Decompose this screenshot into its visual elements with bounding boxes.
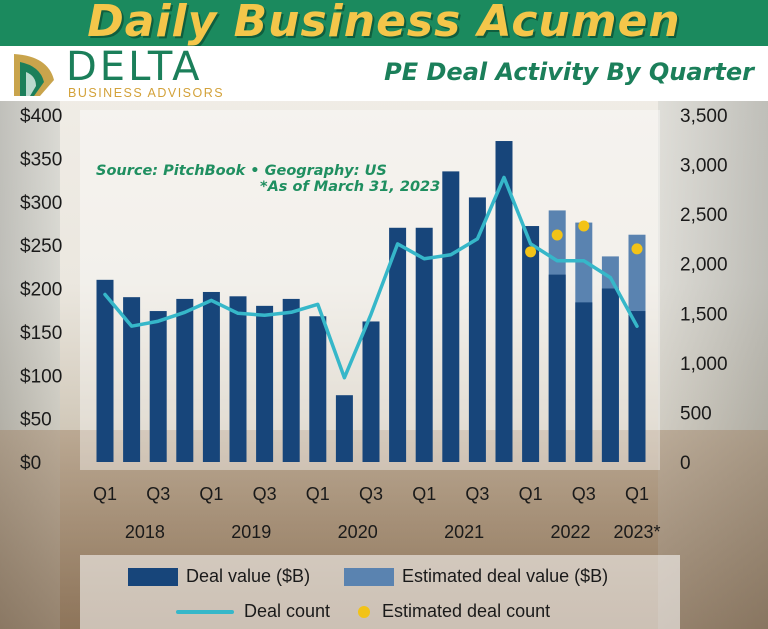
x-year-label: 2018 <box>125 522 165 542</box>
y-right-tick-label: 2,500 <box>680 205 728 226</box>
bar-deal-value <box>96 279 114 462</box>
legend-label-est-deal-count: Estimated deal count <box>382 601 551 621</box>
x-year-label: 2023* <box>613 522 660 542</box>
bar-deal-value <box>575 302 593 462</box>
y-right-tick-label: 1,000 <box>680 354 728 375</box>
legend-label-est-deal-value: Estimated deal value ($B) <box>402 566 609 586</box>
banner <box>0 0 768 46</box>
bar-deal-value <box>123 297 141 462</box>
legend-label-deal-value: Deal value ($B) <box>186 566 311 586</box>
bar-deal-value <box>548 274 566 462</box>
x-tick-label: Q1 <box>199 484 223 504</box>
y-left-tick-label: $350 <box>20 149 62 170</box>
legend-swatch-est-deal-count <box>358 605 370 618</box>
bar-deal-value <box>522 226 540 462</box>
as-of-note: *As of March 31, 2023 <box>260 179 441 195</box>
legend-deal-value: Deal value ($B) <box>128 566 310 587</box>
bar-deal-value <box>442 171 460 462</box>
legend-est-deal-value: Estimated deal value ($B) <box>344 566 608 587</box>
y-left-tick-label: $400 <box>20 106 62 127</box>
legend-area <box>80 555 680 629</box>
bar-deal-value <box>256 305 274 462</box>
legend-swatch-deal-value <box>128 567 178 586</box>
bar-deal-value <box>309 316 327 462</box>
legend-deal-count: Deal count <box>176 601 330 622</box>
y-left-tick-label: $300 <box>20 193 62 214</box>
y-right-tick-label: 0 <box>680 453 691 474</box>
bar-deal-value <box>149 311 167 462</box>
x-tick-label: Q3 <box>146 484 170 504</box>
x-tick-label: Q3 <box>359 484 383 504</box>
delta-logo-icon <box>14 54 54 96</box>
chart-title: PE Deal Activity By Quarter <box>384 58 754 86</box>
x-year-label: 2019 <box>231 522 271 542</box>
line-deal-count <box>103 175 639 380</box>
bar-deal-value <box>202 291 220 462</box>
legend-est-deal-count: Estimated deal count <box>358 601 550 622</box>
x-tick-label: Q1 <box>412 484 436 504</box>
y-right-tick-label: 3,000 <box>680 156 728 177</box>
y-left-tick-label: $250 <box>20 236 62 257</box>
y-left-tick-label: $50 <box>20 410 52 431</box>
bar-deal-value <box>229 296 247 462</box>
x-year-label: 2022 <box>550 522 590 542</box>
x-tick-label: Q3 <box>253 484 277 504</box>
x-tick-label: Q3 <box>465 484 489 504</box>
bar-deal-value <box>415 227 433 462</box>
y-right-tick-label: 3,500 <box>680 106 728 127</box>
y-left-tick-label: $100 <box>20 366 62 387</box>
y-left-tick-label: $200 <box>20 280 62 301</box>
logo-subtitle: BUSINESS ADVISORS <box>68 86 225 100</box>
x-tick-label: Q3 <box>572 484 596 504</box>
x-year-label: 2021 <box>444 522 484 542</box>
header <box>0 46 768 101</box>
dot-estimated-deal-count <box>525 246 537 258</box>
banner-title: Daily Business Acumen <box>87 0 681 47</box>
dot-estimated-deal-count <box>578 220 590 232</box>
y-left-tick-label: $0 <box>20 453 41 474</box>
bar-deal-value <box>601 288 619 462</box>
bar-deal-value <box>389 227 407 462</box>
bar-deal-value <box>495 141 513 462</box>
dot-estimated-deal-count <box>551 229 563 241</box>
logo-name: DELTA <box>66 44 203 90</box>
legend-label-deal-count: Deal count <box>244 601 331 621</box>
bar-deal-value <box>628 311 646 462</box>
source-note: Source: PitchBook • Geography: US <box>96 163 387 179</box>
x-tick-label: Q1 <box>93 484 117 504</box>
x-tick-label: Q1 <box>306 484 330 504</box>
legend-swatch-deal-count <box>176 609 234 614</box>
bar-deal-value <box>176 298 194 462</box>
legend-swatch-est-deal-value <box>344 567 394 586</box>
y-right-tick-label: 2,000 <box>680 255 728 276</box>
bar-deal-value <box>335 395 353 462</box>
x-tick-label: Q1 <box>519 484 543 504</box>
bar-deal-value <box>282 298 300 462</box>
dot-estimated-deal-count <box>631 243 643 255</box>
x-tick-label: Q1 <box>625 484 649 504</box>
y-right-tick-label: 1,500 <box>680 304 728 325</box>
y-right-tick-label: 500 <box>680 403 712 424</box>
bar-deal-value <box>362 321 380 462</box>
bar-deal-value <box>468 197 486 462</box>
y-left-tick-label: $150 <box>20 323 62 344</box>
x-year-label: 2020 <box>338 522 378 542</box>
